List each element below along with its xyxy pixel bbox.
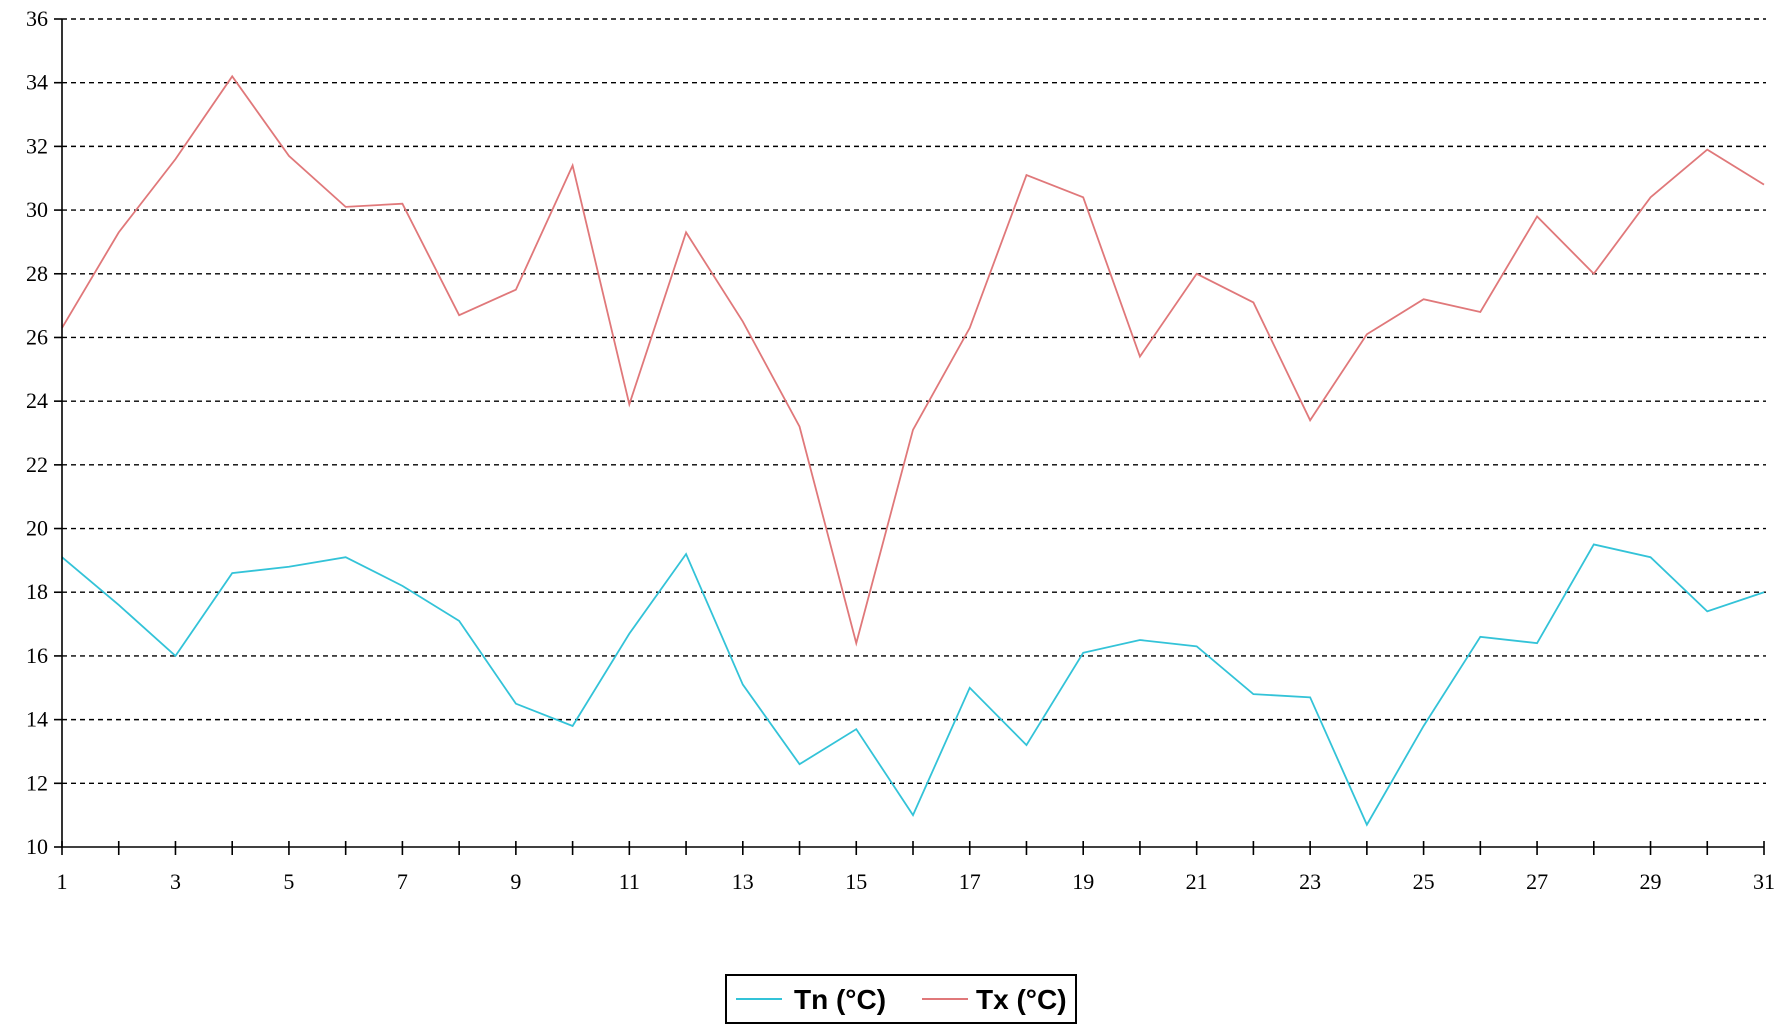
x-tick-label-31: 31 [1753, 869, 1775, 894]
x-tick-label-21: 21 [1186, 869, 1208, 894]
series-lines [61, 74, 1765, 827]
y-tick-label-20: 20 [26, 516, 48, 541]
y-tick-label-24: 24 [26, 388, 48, 413]
y-tick-label-10: 10 [26, 834, 48, 859]
x-tick-label-25: 25 [1413, 869, 1435, 894]
y-tick-label-22: 22 [26, 452, 48, 477]
y-tick-label-12: 12 [26, 770, 48, 795]
legend-label-0: Tn (°C) [794, 984, 886, 1015]
y-tick-label-34: 34 [26, 70, 48, 95]
y-tick-label-30: 30 [26, 197, 48, 222]
y-tick-label-14: 14 [26, 707, 48, 732]
x-tick-label-19: 19 [1072, 869, 1094, 894]
y-tick-label-36: 36 [26, 6, 48, 31]
x-tick-label-29: 29 [1640, 869, 1662, 894]
x-tick-label-27: 27 [1526, 869, 1548, 894]
gridlines [62, 18, 1766, 785]
x-tick-label-13: 13 [732, 869, 754, 894]
x-tick-label-9: 9 [510, 869, 521, 894]
x-tick-label-5: 5 [283, 869, 294, 894]
y-tick-label-32: 32 [26, 133, 48, 158]
series-line-1 [61, 74, 1765, 647]
x-tick-label-3: 3 [170, 869, 181, 894]
x-tick-label-1: 1 [57, 869, 68, 894]
legend-label-1: Tx (°C) [976, 984, 1067, 1015]
x-tick-label-23: 23 [1299, 869, 1321, 894]
y-tick-label-28: 28 [26, 261, 48, 286]
y-tick-label-16: 16 [26, 643, 48, 668]
series-line-0 [61, 543, 1765, 827]
x-tick-label-15: 15 [845, 869, 867, 894]
y-tick-label-18: 18 [26, 579, 48, 604]
x-tick-label-17: 17 [959, 869, 981, 894]
x-tick-label-11: 11 [619, 869, 640, 894]
legend-box [725, 974, 1077, 1024]
legend: Tn (°C) Tx (°C) [725, 974, 1077, 1024]
y-tick-label-26: 26 [26, 324, 48, 349]
x-tick-label-7: 7 [397, 869, 408, 894]
